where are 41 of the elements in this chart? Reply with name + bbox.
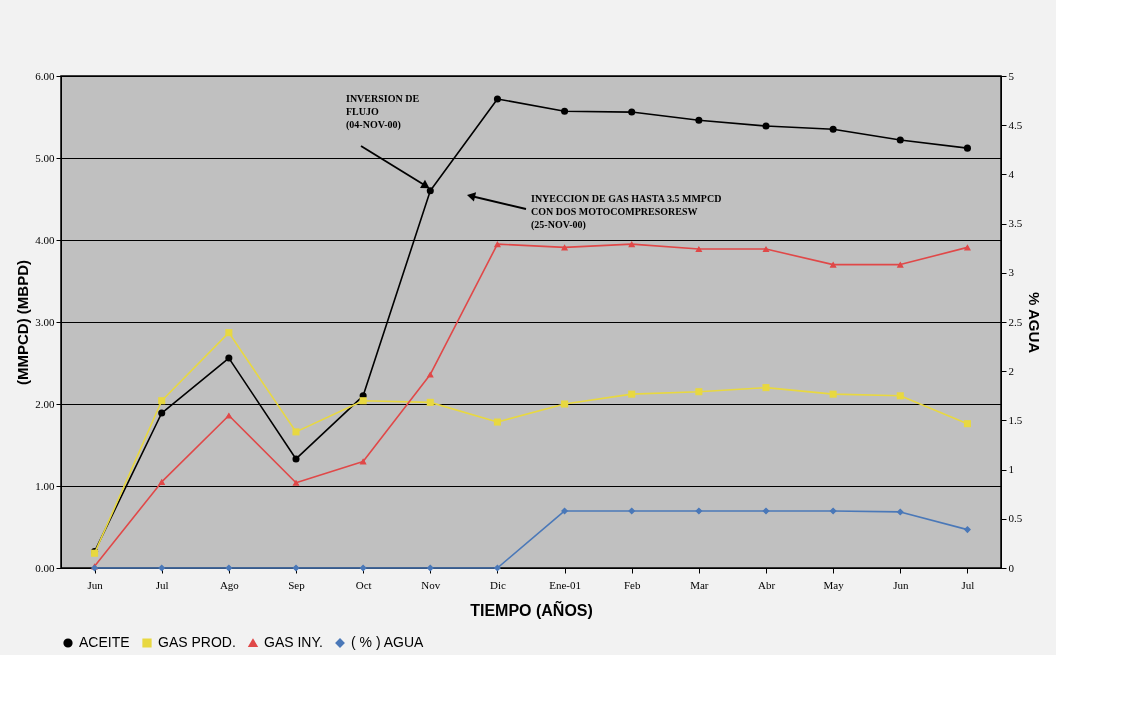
y-tick-label: 4.00 [35,233,55,246]
x-tick-label: Ago [219,578,240,591]
annotation: INVERSION DE FLUJO (04-NOV-00) [346,93,420,131]
y2-tick-label: 2.5 [1008,315,1023,328]
x-tick-label: Jun [87,578,104,591]
x-tick-label: Jul [961,578,975,591]
y2-tick-label: 0.5 [1008,512,1023,525]
x-tick-label: Nov [421,578,441,591]
y2-axis-title: % AGUA [1026,291,1044,354]
x-tick-label: Dic [489,578,506,591]
y2-tick-label: 1.5 [1008,413,1023,426]
y2-tick-label: 3.5 [1008,217,1023,230]
x-tick-label: Jul [155,578,169,591]
y2-tick-label: 5 [1008,69,1015,82]
y2-tick-label: 3 [1008,266,1015,279]
y2-tick-label: 1 [1008,463,1014,476]
x-tick-label: Abr [757,578,776,591]
x-axis-title: TIEMPO (AÑOS) [470,599,593,619]
y2-tick-label: 0 [1008,561,1015,574]
y-tick-label: 5.00 [35,151,55,164]
y2-tick-label: 2 [1008,364,1014,377]
x-tick-label: Ene-01 [549,578,581,591]
x-tick-label: Jun [893,578,909,591]
y-tick-label: 2.00 [35,397,55,410]
x-tick-label: Mar [690,578,709,591]
legend-label: GAS PROD. [158,634,236,650]
y-tick-label: 1.00 [35,479,55,492]
x-tick-label: Oct [355,578,372,591]
y2-tick-label: 4.5 [1008,118,1023,131]
legend-label: ( % ) AGUA [351,634,425,650]
x-tick-label: Feb [623,578,641,591]
y-axis-title: (MMPCD) (MBPD) [14,260,32,385]
y-tick-label: 6.00 [35,69,55,82]
legend-label: GAS INY. [264,634,323,650]
y-tick-label: 0.00 [35,561,55,574]
annotation: INYECCION DE GAS HASTA 3.5 MMPCD CON DOS MOTOCOMPRESORESW (25-NOV-00) [531,193,722,231]
y-tick-label: 3.00 [35,315,55,328]
x-tick-label: Sep [288,578,306,591]
y2-tick-label: 4 [1008,167,1015,180]
legend-label: ACEITE [79,634,130,650]
x-tick-label: May [823,578,845,591]
